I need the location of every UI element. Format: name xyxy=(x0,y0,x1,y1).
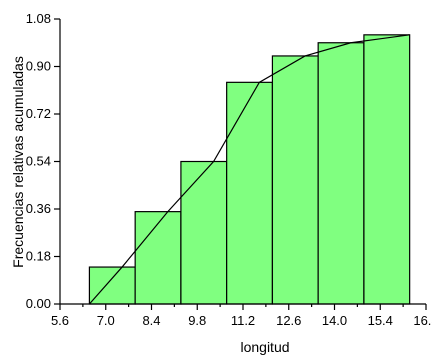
bars-layer xyxy=(88,34,411,305)
x-tick-label-2: 8.4 xyxy=(142,313,160,328)
y-tick-label-0: 0.00 xyxy=(26,296,51,311)
histogram-bar-5 xyxy=(271,55,319,305)
x-tick-label-3: 9.8 xyxy=(188,313,206,328)
histogram-bar-3 xyxy=(180,160,228,305)
y-tick-label-3: 0.54 xyxy=(26,154,51,169)
y-tick-label-1: 0.18 xyxy=(26,249,51,264)
x-tick-label-7: 15.4 xyxy=(368,313,393,328)
x-tick-label-0: 5.6 xyxy=(51,313,69,328)
x-axis-title: longitud xyxy=(240,339,289,355)
histogram-bar-7 xyxy=(363,34,411,305)
histogram-bar-6 xyxy=(317,42,365,305)
y-tick-label-4: 0.72 xyxy=(26,106,51,121)
x-tick-label-5: 12.6 xyxy=(276,313,301,328)
histogram-bar-4 xyxy=(226,81,274,305)
x-tick-label-1: 7.0 xyxy=(97,313,115,328)
axes-layer: 0.00 0.18 0.36 0.54 0.72 0.90 1.08 5.6 7.0 8.4 9.8… xyxy=(26,11,432,328)
y-axis-title: Frecuencias relativas acumuladas xyxy=(10,56,26,268)
y-tick-label-2: 0.36 xyxy=(26,201,51,216)
histogram-bar-2 xyxy=(134,211,182,305)
y-tick-label-5: 0.90 xyxy=(26,59,51,74)
histogram-bar-1 xyxy=(88,266,136,305)
ogive-layer xyxy=(88,34,410,305)
x-tick-label-6: 14.0 xyxy=(322,313,347,328)
x-tick-label-4: 11.2 xyxy=(231,313,255,328)
x-tick-label-8: 16.8 xyxy=(413,313,432,328)
ogive-line xyxy=(88,34,410,305)
y-tick-label-6: 1.08 xyxy=(26,11,51,26)
